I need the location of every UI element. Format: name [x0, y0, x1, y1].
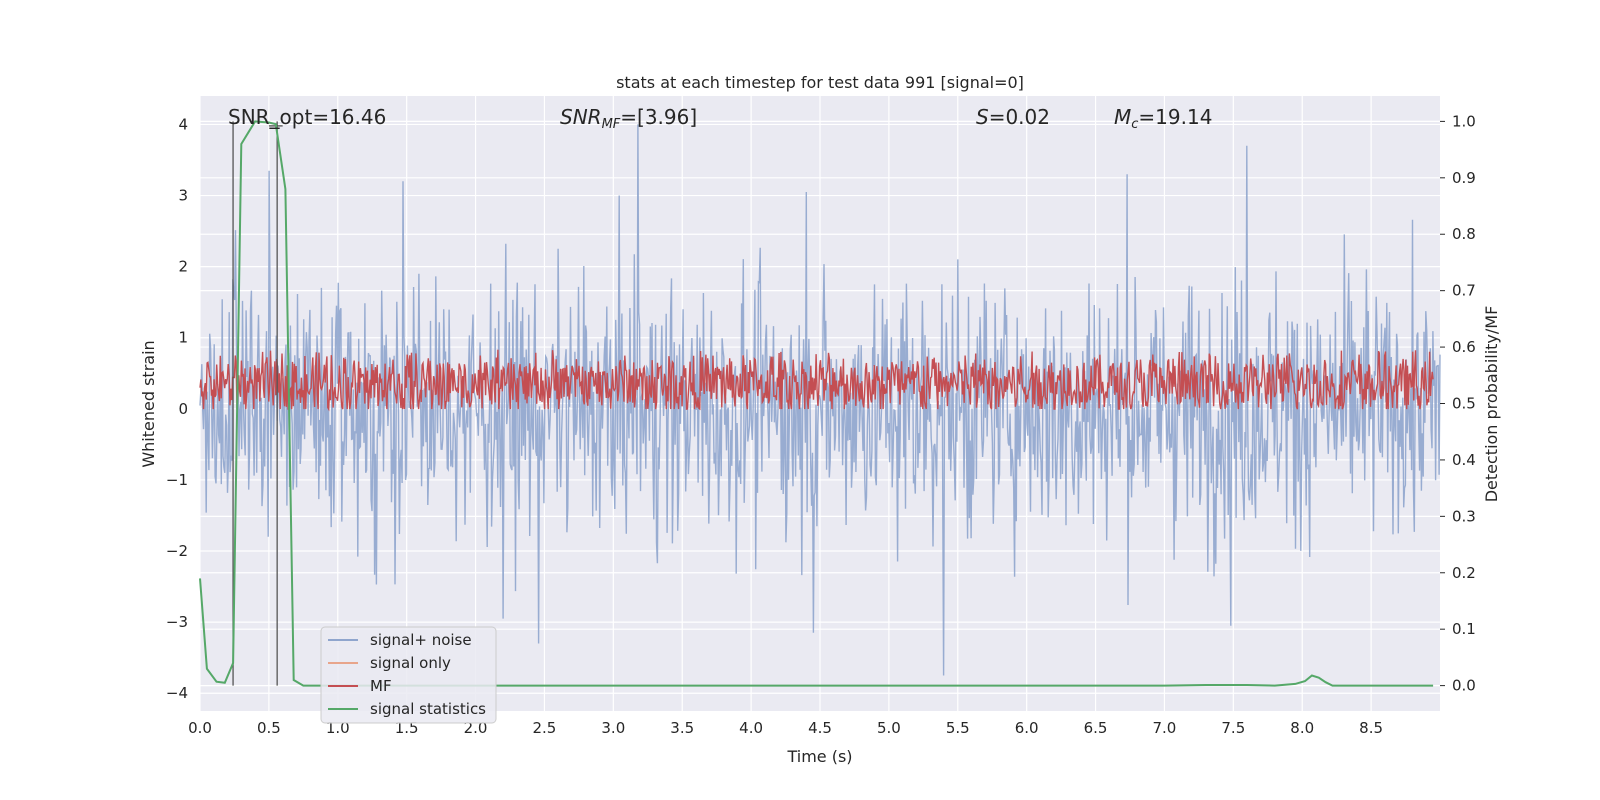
y2-tick-label: 0.8: [1452, 225, 1476, 243]
y2-tick-label: 0.1: [1452, 620, 1476, 638]
y-tick-label: 1: [178, 329, 188, 347]
y-tick-label: −3: [166, 613, 188, 631]
y-axis-label: Whitened strain: [139, 340, 158, 467]
x-tick-label: 3.5: [670, 719, 694, 737]
y2-tick-label: 0.0: [1452, 677, 1476, 695]
annotation-s-symbol: S: [976, 105, 989, 129]
annotation-mc-subscript: c: [1131, 117, 1138, 132]
y-tick-label: 2: [178, 258, 188, 276]
annotation-snr-mf-symbol: SNR: [560, 105, 602, 129]
x-tick-label: 8.5: [1359, 719, 1383, 737]
y-tick-label: 3: [178, 187, 188, 205]
y-tick-label: −2: [166, 542, 188, 560]
y2-tick-label: 0.2: [1452, 564, 1476, 582]
mf-line: [199, 349, 1434, 412]
y2-tick-label: 0.6: [1452, 338, 1476, 356]
mf-series: [199, 349, 1434, 412]
annotation-mc-symbol: M: [1114, 105, 1131, 129]
x-axis-label: Time (s): [786, 747, 852, 766]
y-tick-label: −1: [166, 471, 188, 489]
legend-label-signal-statistics: signal statistics: [370, 700, 486, 718]
x-tick-label: 8.0: [1290, 719, 1314, 737]
x-tick-label: 4.0: [739, 719, 763, 737]
y-tick-label: 4: [178, 115, 188, 133]
y-ticks: −4 −3 −2 −1 0 1 2 3 4: [166, 115, 188, 702]
annotation-s: S=0.02: [976, 105, 1050, 129]
chart-title: stats at each timestep for test data 991…: [616, 73, 1024, 92]
x-tick-label: 0.5: [257, 719, 281, 737]
x-tick-label: 6.5: [1084, 719, 1108, 737]
y2-axis-label: Detection probability/MF: [1482, 306, 1501, 503]
legend: signal+ noise signal only MF signal stat…: [320, 626, 497, 724]
x-tick-label: 4.5: [808, 719, 832, 737]
legend-label-signal-noise: signal+ noise: [370, 631, 472, 649]
x-tick-label: 5.5: [946, 719, 970, 737]
annotation-snr-opt: SNR_opt=16.46: [228, 105, 386, 129]
y-tick-label: 0: [178, 400, 188, 418]
legend-label-mf: MF: [370, 677, 392, 695]
x-tick-label: 2.5: [533, 719, 557, 737]
signal-noise-series: [199, 124, 1441, 676]
x-tick-label: 3.0: [601, 719, 625, 737]
legend-label-signal-only: signal only: [370, 654, 451, 672]
x-tick-label: 7.0: [1153, 719, 1177, 737]
annotation-mc: Mc=19.14: [1114, 105, 1212, 132]
y-tick-label: −4: [166, 684, 188, 702]
annotation-s-value: =0.02: [989, 105, 1050, 129]
y2-tick-label: 0.7: [1452, 282, 1476, 300]
x-tick-label: 7.5: [1221, 719, 1245, 737]
x-tick-label: 6.0: [1015, 719, 1039, 737]
legend-box: [320, 626, 497, 724]
y2-tick-label: 1.0: [1452, 112, 1476, 130]
y2-ticks: 0.0 0.1 0.2 0.3 0.4 0.5 0.6 0.7 0.8 0.9 1.0: [1440, 112, 1476, 695]
signal-noise-line: [199, 124, 1441, 676]
annotation-mc-value: =19.14: [1138, 105, 1212, 129]
y2-tick-label: 0.9: [1452, 169, 1476, 187]
y2-tick-label: 0.5: [1452, 395, 1476, 413]
x-ticks: 0.0 0.5 1.0 1.5 2.0 2.5 3.0 3.5 4.0 4.5 5.0 5.5 6.0 6…: [188, 719, 1383, 737]
y2-tick-label: 0.4: [1452, 451, 1476, 469]
x-tick-label: 5.0: [877, 719, 901, 737]
annotation-snr-mf-subscript: MF: [602, 117, 621, 132]
annotation-snr-mf: SNRMF=[3.96]: [560, 105, 697, 132]
x-tick-label: 0.0: [188, 719, 212, 737]
annotation-snr-mf-value: =[3.96]: [620, 105, 697, 129]
y2-tick-label: 0.3: [1452, 507, 1476, 525]
